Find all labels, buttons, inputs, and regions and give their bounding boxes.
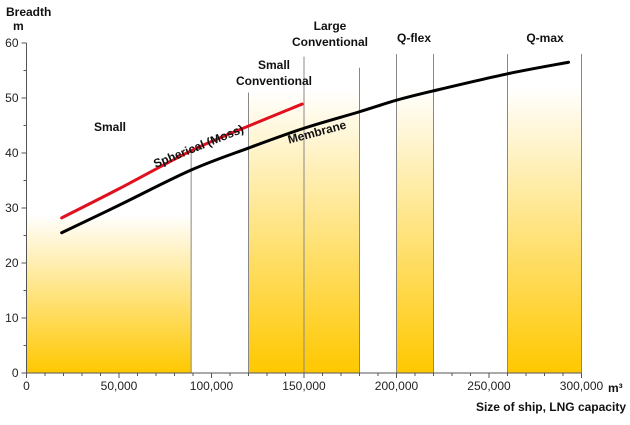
band-layer (26, 54, 582, 373)
band-label-q-flex: Q-flex (397, 31, 431, 45)
series-line-spherical-moss (60, 102, 304, 220)
series-label-spherical: Spherical (Moss) (151, 122, 245, 171)
y-axis-unit: m (13, 19, 24, 33)
band-label-small-conventional-2: Conventional (236, 74, 312, 88)
y-tick-label: 20 (5, 256, 19, 270)
x-tick-label: 200,000 (375, 379, 419, 393)
band-label-large-conventional-2: Conventional (292, 35, 368, 49)
axes: 0 50,000 100,000 150,000 200,000 250,000 300,0… (5, 36, 603, 393)
band-q-max (507, 87, 582, 373)
y-tick-label: 60 (5, 36, 19, 50)
x-tick-label: 250,000 (467, 379, 511, 393)
y-tick-label: 0 (12, 366, 19, 380)
series-layer (60, 60, 571, 235)
band-q-flex (396, 87, 434, 373)
y-tick-label: 30 (5, 201, 19, 215)
y-tick-label: 40 (5, 146, 19, 160)
band-label-small: Small (94, 120, 126, 134)
y-tick-label: 10 (5, 311, 19, 325)
band-label-small-conventional-1: Small (258, 58, 290, 72)
band-label-q-max: Q-max (526, 31, 564, 45)
x-tick-label: 0 (23, 379, 30, 393)
x-axis-label: Size of ship, LNG capacity (476, 400, 626, 414)
y-tick-label: 50 (5, 91, 19, 105)
x-tick-label: 300,000 (560, 379, 604, 393)
series-line-membrane (60, 60, 571, 235)
band-small (26, 214, 192, 373)
band-label-large-conventional-1: Large (314, 19, 347, 33)
x-tick-label: 50,000 (101, 379, 138, 393)
band-large-conventional (304, 89, 360, 373)
x-tick-label: 150,000 (282, 379, 326, 393)
y-axis-label: Breadth (6, 5, 51, 19)
x-axis-unit: m³ (608, 381, 623, 395)
x-tick-label: 100,000 (190, 379, 234, 393)
